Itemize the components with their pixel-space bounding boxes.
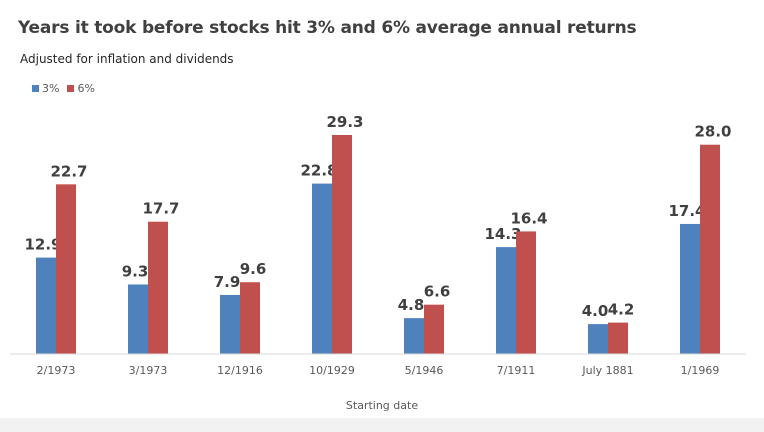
bar-3pct-5 <box>496 247 516 354</box>
legend-swatch-6pct <box>67 85 75 92</box>
bar-6pct-7 <box>700 144 720 354</box>
x-tick-label-3: 10/1929 <box>309 364 355 377</box>
bar-3pct-3 <box>312 183 332 354</box>
x-tick-label-0: 2/1973 <box>37 364 76 377</box>
bottom-band <box>0 418 764 432</box>
data-label-6pct-0: 22.7 <box>50 162 87 180</box>
chart-subtitle: Adjusted for inflation and dividends <box>20 52 234 66</box>
bar-6pct-4 <box>424 304 444 354</box>
bar-6pct-0 <box>56 184 76 354</box>
data-label-3pct-3: 22.8 <box>300 162 337 180</box>
legend-label-6pct: 6% <box>77 82 95 95</box>
x-tick-label-4: 5/1946 <box>405 364 444 377</box>
bar-3pct-0 <box>36 257 56 354</box>
chart-legend: 3% 6% <box>32 82 95 95</box>
bar-6pct-5 <box>516 231 536 354</box>
x-axis-label: Starting date <box>345 399 419 412</box>
data-label-6pct-7: 28.0 <box>694 123 731 141</box>
x-tick-label-5: 7/1911 <box>497 364 536 377</box>
data-label-6pct-2: 9.6 <box>240 260 267 278</box>
legend-item-6pct: 6% <box>67 82 95 95</box>
data-label-6pct-1: 17.7 <box>142 200 179 218</box>
bar-6pct-2 <box>240 282 260 354</box>
data-label-3pct-5: 14.3 <box>484 225 521 243</box>
data-label-3pct-4: 4.8 <box>398 296 425 314</box>
bar-6pct-1 <box>148 221 168 354</box>
x-tick-label-2: 12/1916 <box>217 364 263 377</box>
bar-3pct-1 <box>128 284 148 354</box>
data-label-3pct-1: 9.3 <box>122 262 149 280</box>
bar-3pct-2 <box>220 294 240 354</box>
data-label-3pct-2: 7.9 <box>214 273 241 291</box>
data-label-6pct-6: 4.2 <box>608 301 635 319</box>
legend-label-3pct: 3% <box>42 82 60 95</box>
bar-3pct-4 <box>404 318 424 354</box>
x-tick-label-1: 3/1973 <box>129 364 168 377</box>
bar-3pct-7 <box>680 223 700 354</box>
legend-swatch-3pct <box>32 85 39 92</box>
x-tick-label-6: July 1881 <box>581 364 633 377</box>
data-label-3pct-7: 17.4 <box>668 202 705 220</box>
bar-3pct-6 <box>588 324 608 354</box>
x-tick-label-7: 1/1969 <box>681 364 720 377</box>
data-label-6pct-3: 29.3 <box>326 113 363 131</box>
data-label-3pct-0: 12.9 <box>24 236 61 254</box>
bar-6pct-6 <box>608 322 628 354</box>
data-label-6pct-4: 6.6 <box>424 283 451 301</box>
data-label-3pct-6: 4.0 <box>582 302 609 320</box>
chart-title: Years it took before stocks hit 3% and 6… <box>18 18 637 38</box>
data-label-6pct-5: 16.4 <box>510 209 547 227</box>
legend-item-3pct: 3% <box>32 82 59 95</box>
bar-6pct-3 <box>332 135 352 354</box>
